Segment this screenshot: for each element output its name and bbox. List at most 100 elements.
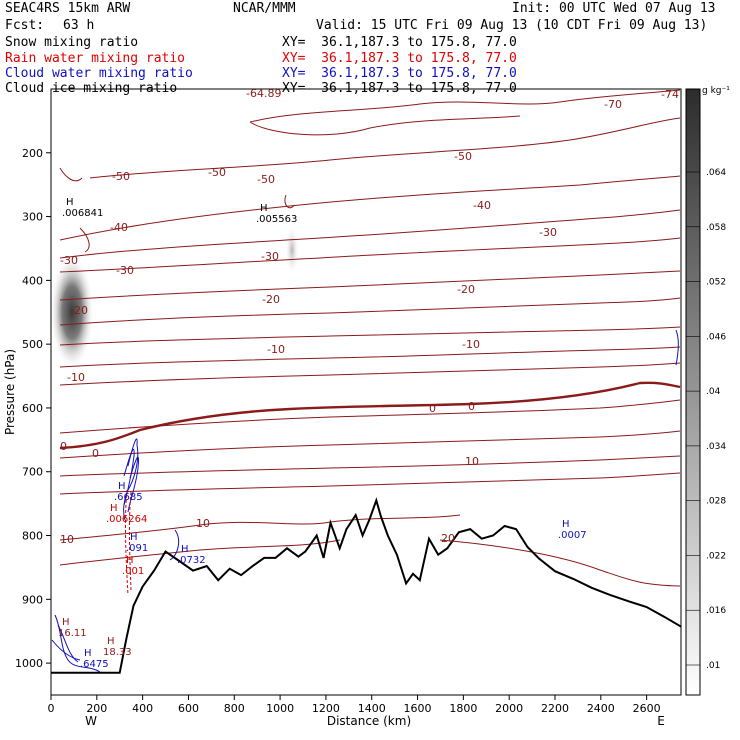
- x-tick-label: 2200: [541, 702, 569, 715]
- x-tick-label: 400: [132, 702, 153, 715]
- y-tick-label: 500: [22, 338, 43, 351]
- isotherm-label: -40: [110, 221, 128, 234]
- x-tick-label: 2400: [587, 702, 615, 715]
- isotherm-label: 0: [468, 400, 475, 413]
- ice-shading-west: [51, 254, 94, 370]
- x-axis-label: Distance (km): [327, 714, 411, 728]
- isotherm-label: -30: [60, 254, 78, 267]
- freezing-level-contour: [59, 381, 681, 450]
- org-title: NCAR/MMM: [233, 1, 296, 16]
- isotherm-label: 0: [60, 440, 67, 453]
- colorbar-tick-label: .046: [706, 332, 726, 342]
- maximum-value: .0732: [177, 555, 206, 566]
- x-tick-label: 0: [48, 702, 55, 715]
- maximum-marker: H: [126, 555, 134, 566]
- isotherm-label: -50: [208, 166, 226, 179]
- maximum-value: .6475: [80, 659, 109, 670]
- isotherm-label: -20: [457, 283, 475, 296]
- isotherm-label: -40: [473, 199, 491, 212]
- maximum-marker: H: [562, 519, 570, 530]
- isotherm-label: -50: [112, 170, 130, 183]
- isotherm-label: 0: [92, 447, 99, 460]
- colorbar-tick-label: .028: [706, 497, 726, 507]
- isotherm-label: 10: [196, 517, 210, 530]
- maximum-value: 18.33: [103, 647, 132, 658]
- maximum-marker: H: [181, 544, 189, 555]
- field-cloud-water-xy: XY= 36.1,187.3 to 175.8, 77.0: [282, 66, 517, 81]
- colorbar-tick-label: .016: [706, 606, 726, 616]
- x-tick-label: 1000: [266, 702, 294, 715]
- isotherm-label: -70: [604, 98, 622, 111]
- isotherm-label: 10: [465, 455, 479, 468]
- y-tick-label: 200: [22, 147, 43, 160]
- init-time: Init: 00 UTC Wed 07 Aug 13: [512, 1, 716, 16]
- ice-shading-center: [285, 224, 299, 276]
- rain-water-contours: [124, 489, 132, 596]
- y-tick-label: 600: [22, 402, 43, 415]
- maximum-marker: H: [66, 197, 74, 208]
- colorbar-tick-label: .022: [706, 551, 726, 561]
- field-snow: Snow mixing ratio: [5, 35, 139, 50]
- maximum-marker: H: [130, 532, 138, 543]
- colorbar-tick-label: .058: [706, 223, 726, 233]
- isotherm-label: 0: [429, 402, 436, 415]
- colorbar-tick-label: .064: [706, 168, 726, 178]
- isotherm-label: -50: [257, 173, 275, 186]
- colorbar-tick-label: .04: [706, 387, 721, 397]
- colorbar-unit: g kg⁻¹: [702, 86, 730, 96]
- x-tick-label: 200: [86, 702, 107, 715]
- maximum-marker: H: [107, 636, 115, 647]
- x-axis: 0 200 400 600 800 1000 1200 1400 1600 1800 2000 220…: [48, 695, 661, 715]
- fcst-value: 63 h: [63, 18, 95, 33]
- maximum-value: .6685: [114, 492, 143, 503]
- isotherm-label: -10: [267, 343, 285, 356]
- x-tick-label: 2600: [633, 702, 661, 715]
- cloud-water-contours: [51, 329, 679, 673]
- field-rain: Rain water mixing ratio: [5, 51, 186, 66]
- y-axis: 200 300 400 500 600 700 800 900 1000: [15, 147, 51, 670]
- y-tick-label: 900: [22, 593, 43, 606]
- isotherm-label: -20: [70, 304, 88, 317]
- isotherm-label: 10: [60, 533, 74, 546]
- field-snow-xy: XY= 36.1,187.3 to 175.8, 77.0: [282, 35, 517, 50]
- colorbar-tick-label: .034: [706, 442, 726, 452]
- terrain-profile: [51, 497, 681, 674]
- colorbar-tick-label: .01: [706, 661, 720, 671]
- isotherm-label: -30: [261, 250, 279, 263]
- maximum-value: .091: [126, 543, 148, 554]
- field-cloud-water: Cloud water mixing ratio: [5, 66, 193, 81]
- fcst-label: Fcst:: [5, 18, 45, 33]
- isotherm-label: -10: [67, 371, 85, 384]
- y-axis-label: Pressure (hPa): [3, 349, 17, 435]
- x-tick-label: 2000: [495, 702, 523, 715]
- isotherm-label: -30: [116, 264, 134, 277]
- maximum-marker: H: [62, 617, 70, 628]
- maximum-value: .0007: [558, 530, 587, 541]
- x-tick-label: 1600: [404, 702, 432, 715]
- x-tick-label: 800: [224, 702, 245, 715]
- maximum-marker: H: [84, 648, 92, 659]
- maximum-marker: H: [260, 203, 268, 214]
- valid-time: Valid: 15 UTC Fri 09 Aug 13 (10 CDT Fri …: [316, 18, 708, 33]
- isotherm-label: -74: [661, 88, 679, 101]
- maximum-value: .006264: [106, 514, 147, 525]
- x-tick-label: 1400: [358, 702, 386, 715]
- x-axis-west-label: W: [85, 714, 97, 728]
- isotherm-label: -64.89: [246, 87, 281, 100]
- colorbar: [685, 88, 701, 696]
- maximum-value: .006841: [62, 208, 103, 219]
- isotherm-label: 20: [441, 532, 455, 545]
- isotherm-label: -10: [462, 338, 480, 351]
- y-tick-label: 400: [22, 274, 43, 287]
- model-title: SEAC4RS 15km ARW: [5, 1, 131, 16]
- colorbar-tick-label: .052: [706, 278, 726, 288]
- field-rain-xy: XY= 36.1,187.3 to 175.8, 77.0: [282, 51, 517, 66]
- y-tick-label: 1000: [15, 657, 43, 670]
- y-tick-label: 300: [22, 211, 43, 224]
- maximum-marker: H: [118, 481, 126, 492]
- maximum-marker: H: [110, 503, 118, 514]
- maximum-value: .001: [122, 566, 144, 577]
- maximum-value: .005563: [256, 214, 297, 225]
- x-axis-east-label: E: [657, 714, 665, 728]
